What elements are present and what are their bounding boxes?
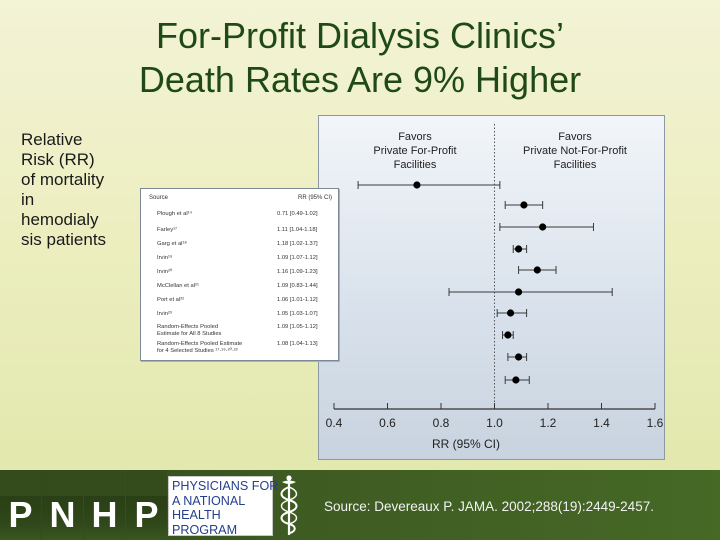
logo-letter-n: N [42,470,83,540]
rr-point [504,331,512,339]
pnhp-logo: P N H P [0,470,168,540]
study-source: Port et al²² [157,297,185,303]
forest-point [518,266,557,274]
x-tick-label: 0.4 [326,416,343,430]
study-ci: 1.08 [1.04-1.13] [277,341,318,347]
organization-name-box: PHYSICIANS FOR A NATIONAL HEALTH PROGRAM [168,476,279,537]
logo-letter-p: P [0,470,41,540]
forest-point [512,245,528,253]
study-source: Garg et al¹⁸ [157,241,187,247]
x-tick-label: 0.6 [379,416,396,430]
study-source: Plough et al¹⁴ [157,211,193,217]
org-line-4: PROGRAM [172,522,238,537]
study-ci: 1.05 [1.03-1.07] [277,311,318,317]
study-ci: 1.11 [1.04-1.18] [277,227,318,233]
study-source: Irvin²⁰ [157,269,173,275]
source-citation: Source: Devereaux P. JAMA. 2002;288(19):… [324,499,654,514]
org-line-1: PHYSICIANS FOR [172,479,279,493]
forest-point [507,353,528,361]
org-line-3: HEALTH [172,508,221,522]
favors-left-label: Favors Private For-Profit Facilities [373,131,456,171]
rr-point [506,309,515,317]
rr-point [512,376,520,384]
study-ci: 1.09 [0.83-1.44] [277,283,318,289]
footer-banner: P N H P PHYSICIANS FOR A NATIONAL HEALTH… [0,470,720,540]
caduceus-icon [280,475,298,535]
forest-point [499,223,594,231]
ci-column-header: RR (95% CI) [297,195,332,201]
study-ci: 1.18 [1.02-1.37] [277,241,318,247]
study-source: Irvin²³ [157,311,172,317]
study-ci: 1.09 [1.05-1.12] [277,324,318,330]
favors-right-label: Favors Private Not-For-Profit Facilities [523,131,627,171]
study-ci: 0.71 [0.49-1.02] [277,211,318,217]
relative-risk-note: Relative Risk (RR) of mortality in hemod… [21,130,107,249]
forest-plot-svg: Favors Private For-Profit Facilities Favor… [326,124,664,451]
logo-letter-h: H [84,470,125,540]
forest-point [357,181,501,189]
study-source: Random-Effects Pooled Estimate for All 8… [157,324,222,337]
study-ci: 1.09 [1.07-1.12] [277,255,318,261]
x-tick-label: 1.6 [647,416,664,430]
rr-point [514,353,523,361]
logo-letter-p2: P [126,470,167,540]
rr-point [514,288,523,296]
study-ci: 1.06 [1.01-1.12] [277,297,318,303]
study-ci: 1.16 [1.09-1.23] [277,269,318,275]
slide-title: For-Profit Dialysis Clinics’ Death Rates… [0,14,720,102]
study-source: Random-Effects Pooled Estimate for 4 Sel… [157,341,243,354]
x-tick-label: 0.8 [433,416,450,430]
org-line-2: A NATIONAL [172,493,246,508]
x-tick-label: 1.2 [540,416,557,430]
forest-plot: Favors Private For-Profit Facilities Favor… [318,115,665,460]
forest-point [504,201,544,209]
rr-point [539,223,547,231]
rr-point [514,245,523,253]
study-table-header: Source RR (95% CI) [149,195,332,201]
study-source: Farley¹⁷ [157,227,178,233]
source-column-header: Source [149,195,169,201]
title-line-2: Death Rates Are 9% Higher [138,59,582,100]
x-axis-label: RR (95% CI) [432,437,500,451]
forest-point [504,376,530,384]
rr-point [413,181,421,189]
study-source: McClellan et al²¹ [157,283,199,289]
x-tick-label: 1.0 [486,416,503,430]
study-source: Irvin¹⁹ [157,255,173,261]
forest-point [502,331,514,339]
forest-point [496,309,528,317]
rr-point [520,201,528,209]
title-line-1: For-Profit Dialysis Clinics’ [155,15,565,56]
forest-point [448,288,613,296]
rr-point [533,266,541,274]
study-table: Source RR (95% CI) Plough et al¹⁴ 0.71 [0… [140,188,339,361]
x-tick-label: 1.4 [593,416,610,430]
